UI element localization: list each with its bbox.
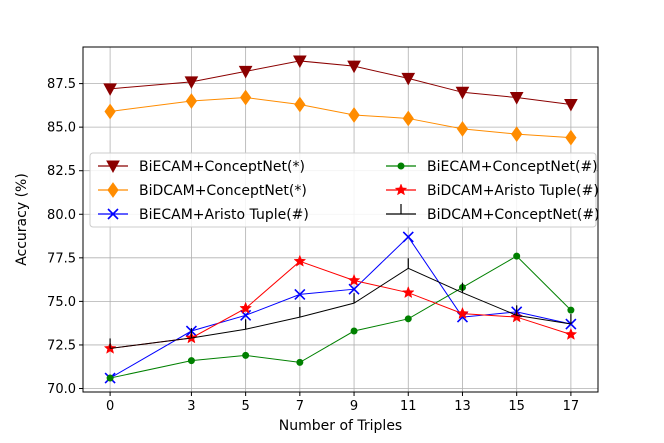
data-point-marker bbox=[456, 306, 469, 320]
data-point-marker bbox=[292, 55, 307, 68]
data-point-marker bbox=[509, 92, 524, 105]
legend-entry-biecam-conceptnet: BiECAM+ConceptNet(#) bbox=[386, 159, 598, 175]
data-point-marker bbox=[106, 374, 114, 382]
y-tick-label: 72.5 bbox=[47, 338, 76, 353]
data-point-marker bbox=[404, 315, 412, 323]
x-axis-label: Number of Triples bbox=[279, 418, 402, 434]
data-point-marker bbox=[294, 288, 306, 300]
legend-label: BiECAM+ConceptNet(#) bbox=[427, 159, 598, 175]
data-point-marker bbox=[401, 72, 416, 86]
y-tick-label: 70.0 bbox=[47, 382, 76, 397]
data-point-marker bbox=[347, 273, 361, 286]
x-tick-label: 17 bbox=[563, 399, 580, 414]
y-tick-label: 80.0 bbox=[47, 208, 76, 223]
data-point-marker bbox=[347, 60, 361, 74]
series-bidcam-conceptnet bbox=[109, 258, 572, 349]
y-tick-label: 85.0 bbox=[47, 121, 76, 136]
x-tick-label: 7 bbox=[296, 399, 304, 414]
data-point-marker bbox=[296, 358, 304, 366]
legend-marker bbox=[397, 162, 405, 170]
legend-entry-bidcam-conceptnet: BiDCAM+ConceptNet(#) bbox=[386, 204, 600, 223]
series-bidcam-conceptnet bbox=[104, 89, 577, 146]
data-point-marker bbox=[456, 121, 469, 137]
legend-label: BiDCAM+ConceptNet(#) bbox=[427, 207, 600, 223]
plot-frame bbox=[82, 46, 599, 393]
data-point-marker bbox=[565, 129, 577, 146]
data-point-marker bbox=[242, 351, 250, 359]
x-tick-label: 9 bbox=[350, 399, 358, 414]
data-point-marker bbox=[350, 327, 358, 335]
data-point-marker bbox=[348, 107, 360, 123]
series-line-bidcam-conceptnet bbox=[110, 267, 571, 349]
data-point-marker bbox=[401, 285, 415, 299]
data-point-marker bbox=[240, 89, 252, 106]
x-tick-label: 0 bbox=[106, 399, 114, 414]
y-tick-label: 82.5 bbox=[47, 164, 76, 179]
legend: BiECAM+ConceptNet(*) BiDCAM+ConceptNet(*)… bbox=[89, 152, 600, 228]
x-tick-label: 11 bbox=[400, 399, 417, 414]
data-point-marker bbox=[293, 254, 307, 267]
legend-label: BiECAM+Aristo Tuple(#) bbox=[139, 207, 309, 223]
data-point-marker bbox=[238, 65, 253, 79]
series-biecam-conceptnet bbox=[103, 55, 578, 112]
legend-label: BiDCAM+Aristo Tuple(#) bbox=[427, 183, 599, 199]
data-point-marker bbox=[564, 99, 578, 112]
data-point-marker bbox=[511, 126, 523, 142]
axis-ticks: 0 3 5 7 9 11 13 15 17 70.0 72.5 75.0 77.5 80.0 82.5 85.… bbox=[47, 77, 579, 414]
data-point-marker bbox=[239, 301, 252, 314]
series-layer bbox=[103, 55, 578, 384]
data-point-marker bbox=[402, 231, 414, 243]
legend-marker bbox=[106, 160, 120, 174]
y-tick-label: 75.0 bbox=[47, 295, 76, 310]
data-point-marker bbox=[402, 110, 414, 127]
y-tick-label: 87.5 bbox=[47, 77, 76, 92]
legend-marker bbox=[107, 182, 119, 198]
series-biecam-conceptnet bbox=[106, 252, 575, 382]
data-point-marker bbox=[567, 306, 575, 314]
x-tick-label: 3 bbox=[187, 399, 195, 414]
data-point-marker bbox=[455, 86, 470, 100]
legend-marker bbox=[107, 208, 119, 220]
data-point-marker bbox=[510, 310, 524, 323]
x-tick-label: 13 bbox=[454, 399, 471, 414]
data-point-marker bbox=[184, 76, 199, 89]
data-point-marker bbox=[104, 103, 116, 120]
y-tick-label: 77.5 bbox=[47, 251, 76, 266]
legend-label: BiDCAM+ConceptNet(*) bbox=[139, 183, 307, 199]
legend-marker bbox=[394, 183, 408, 196]
data-point-marker bbox=[294, 96, 306, 113]
y-axis-label: Accuracy (%) bbox=[14, 173, 30, 266]
data-point-marker bbox=[185, 93, 198, 109]
data-point-marker bbox=[513, 252, 521, 260]
legend-entry-biecam-aristo-tuple: BiECAM+Aristo Tuple(#) bbox=[98, 207, 309, 223]
legend-entry-bidcam-aristo-tuple: BiDCAM+Aristo Tuple(#) bbox=[386, 183, 599, 199]
legend-box bbox=[89, 152, 597, 228]
x-tick-label: 15 bbox=[508, 399, 525, 414]
legend-entry-bidcam-conceptnet: BiDCAM+ConceptNet(*) bbox=[98, 182, 307, 199]
data-point-marker bbox=[348, 283, 360, 295]
legend-entry-biecam-conceptnet: BiECAM+ConceptNet(*) bbox=[98, 159, 305, 175]
data-point-marker bbox=[103, 83, 117, 96]
data-point-marker bbox=[564, 327, 578, 340]
legend-label: BiECAM+ConceptNet(*) bbox=[139, 159, 305, 175]
x-tick-label: 5 bbox=[241, 399, 249, 414]
data-point-marker bbox=[187, 357, 195, 365]
